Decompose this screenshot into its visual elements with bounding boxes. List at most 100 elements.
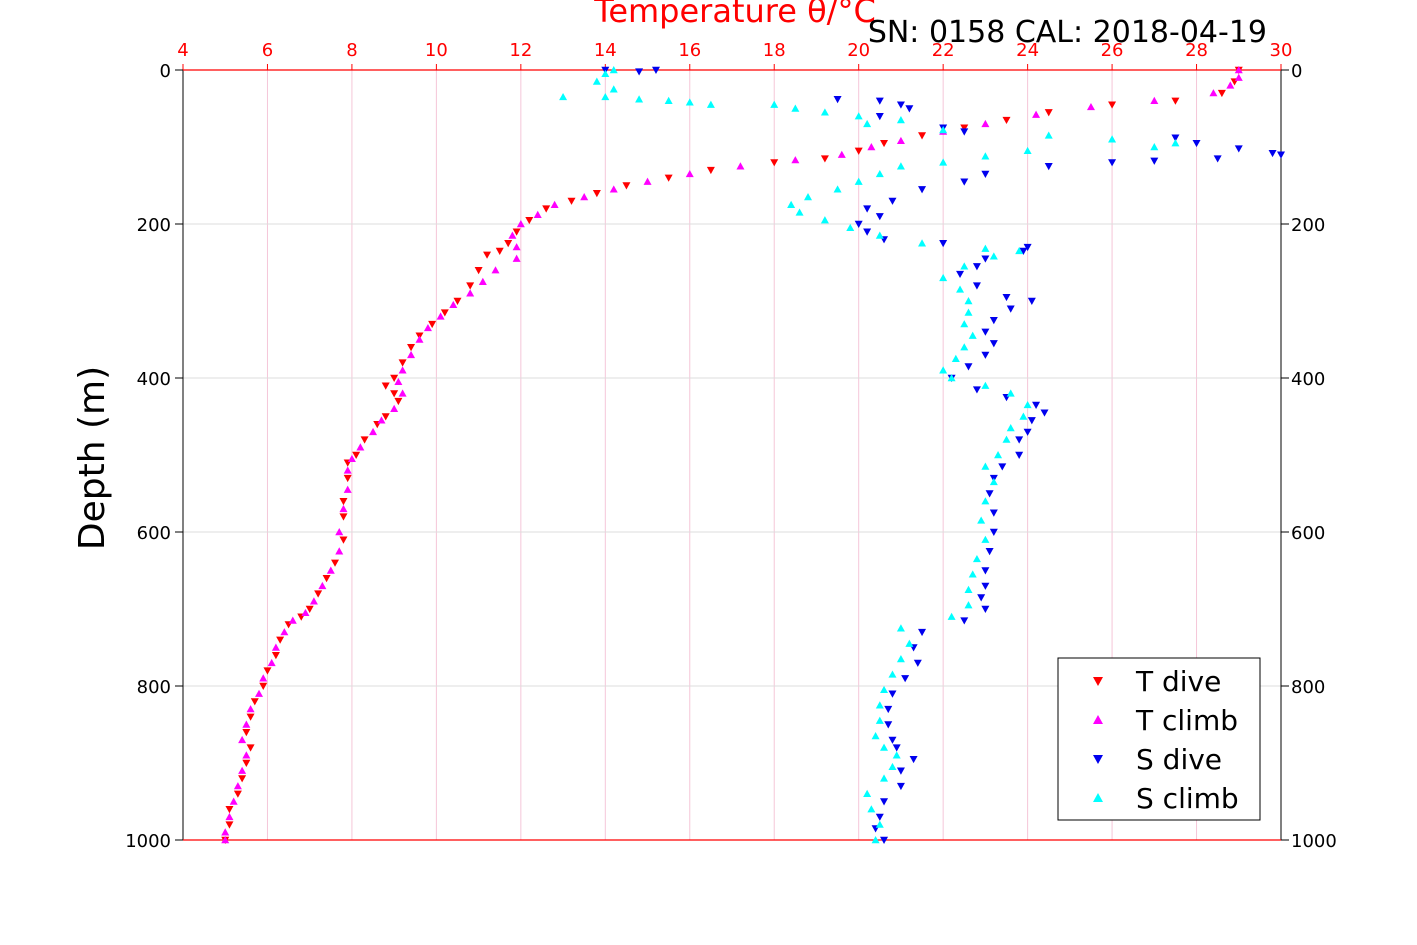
data-point xyxy=(339,513,348,521)
data-point xyxy=(888,762,897,771)
data-point xyxy=(221,828,230,836)
data-point xyxy=(407,344,416,352)
data-point xyxy=(1032,110,1041,118)
data-point xyxy=(533,210,542,218)
data-point xyxy=(1044,163,1053,171)
data-point xyxy=(440,309,449,317)
data-point xyxy=(964,601,973,609)
data-point xyxy=(1006,389,1015,397)
data-point xyxy=(981,119,990,128)
data-point xyxy=(1213,155,1222,163)
data-point xyxy=(246,705,255,713)
data-point xyxy=(1108,159,1117,167)
data-point xyxy=(706,166,715,175)
data-point xyxy=(390,374,399,382)
data-point xyxy=(1006,305,1015,313)
data-point xyxy=(989,477,998,486)
data-point xyxy=(483,251,492,259)
data-point xyxy=(960,320,969,328)
data-point xyxy=(994,451,1003,459)
data-point xyxy=(1027,297,1036,305)
data-point xyxy=(896,655,905,663)
data-point xyxy=(770,159,779,167)
data-point xyxy=(508,231,517,239)
data-point xyxy=(804,193,813,201)
data-point xyxy=(242,720,251,728)
data-point xyxy=(820,108,829,116)
data-point xyxy=(977,516,986,524)
data-point xyxy=(989,340,998,348)
data-point xyxy=(326,566,335,574)
data-point xyxy=(238,766,247,774)
data-point xyxy=(246,713,255,721)
data-point xyxy=(964,297,973,305)
data-point xyxy=(998,463,1007,471)
data-point xyxy=(947,612,956,620)
data-point xyxy=(875,169,884,178)
data-point xyxy=(542,205,551,213)
data-point xyxy=(875,716,884,724)
data-point xyxy=(1044,109,1053,117)
data-point xyxy=(601,69,610,78)
data-point xyxy=(512,254,521,262)
data-point xyxy=(1108,101,1117,109)
data-point xyxy=(347,454,356,463)
data-point xyxy=(918,186,927,194)
x-tick-label: 20 xyxy=(847,40,870,61)
x-tick-label: 30 xyxy=(1270,40,1293,61)
series-t-dive xyxy=(221,66,1243,844)
data-point xyxy=(960,262,969,270)
data-point xyxy=(892,751,901,759)
data-point xyxy=(225,821,234,829)
data-point xyxy=(981,244,990,252)
data-point xyxy=(436,312,445,320)
data-point xyxy=(981,497,990,505)
data-point xyxy=(896,624,905,632)
data-point xyxy=(225,806,234,814)
data-point xyxy=(1226,81,1235,89)
data-point xyxy=(880,743,889,751)
y-tick-label-left: 1000 xyxy=(125,831,171,852)
data-point xyxy=(322,575,331,583)
data-point xyxy=(1234,73,1243,81)
data-point xyxy=(259,682,268,690)
data-point xyxy=(981,535,990,543)
data-point xyxy=(592,77,601,85)
data-point xyxy=(609,85,618,93)
data-point xyxy=(867,805,876,813)
data-point xyxy=(871,732,880,740)
data-point xyxy=(1015,436,1024,444)
data-point xyxy=(259,674,268,682)
data-point xyxy=(512,243,521,251)
data-point xyxy=(1032,401,1041,409)
data-point xyxy=(246,744,255,752)
data-point xyxy=(837,150,846,158)
data-point xyxy=(238,775,247,783)
data-point xyxy=(951,354,960,362)
data-point xyxy=(989,317,998,325)
x-tick-label: 6 xyxy=(262,40,273,61)
data-point xyxy=(343,466,352,474)
data-point xyxy=(905,639,914,647)
data-point xyxy=(1019,412,1028,420)
data-point xyxy=(888,197,897,205)
data-point xyxy=(787,200,796,208)
data-point xyxy=(280,628,289,636)
data-point xyxy=(854,220,863,228)
legend-marker xyxy=(1093,715,1103,724)
data-point xyxy=(985,490,994,498)
data-point xyxy=(846,223,855,232)
y-tick-label-right: 0 xyxy=(1291,61,1302,82)
data-point xyxy=(989,509,998,517)
data-point xyxy=(896,782,905,791)
y-tick-label-right: 1000 xyxy=(1291,831,1337,852)
data-point xyxy=(896,116,905,124)
data-point xyxy=(888,690,897,698)
data-point xyxy=(635,95,644,103)
data-point xyxy=(770,100,779,108)
data-point xyxy=(736,162,745,170)
data-point xyxy=(335,547,344,555)
data-point xyxy=(651,66,660,74)
data-point xyxy=(905,105,914,113)
